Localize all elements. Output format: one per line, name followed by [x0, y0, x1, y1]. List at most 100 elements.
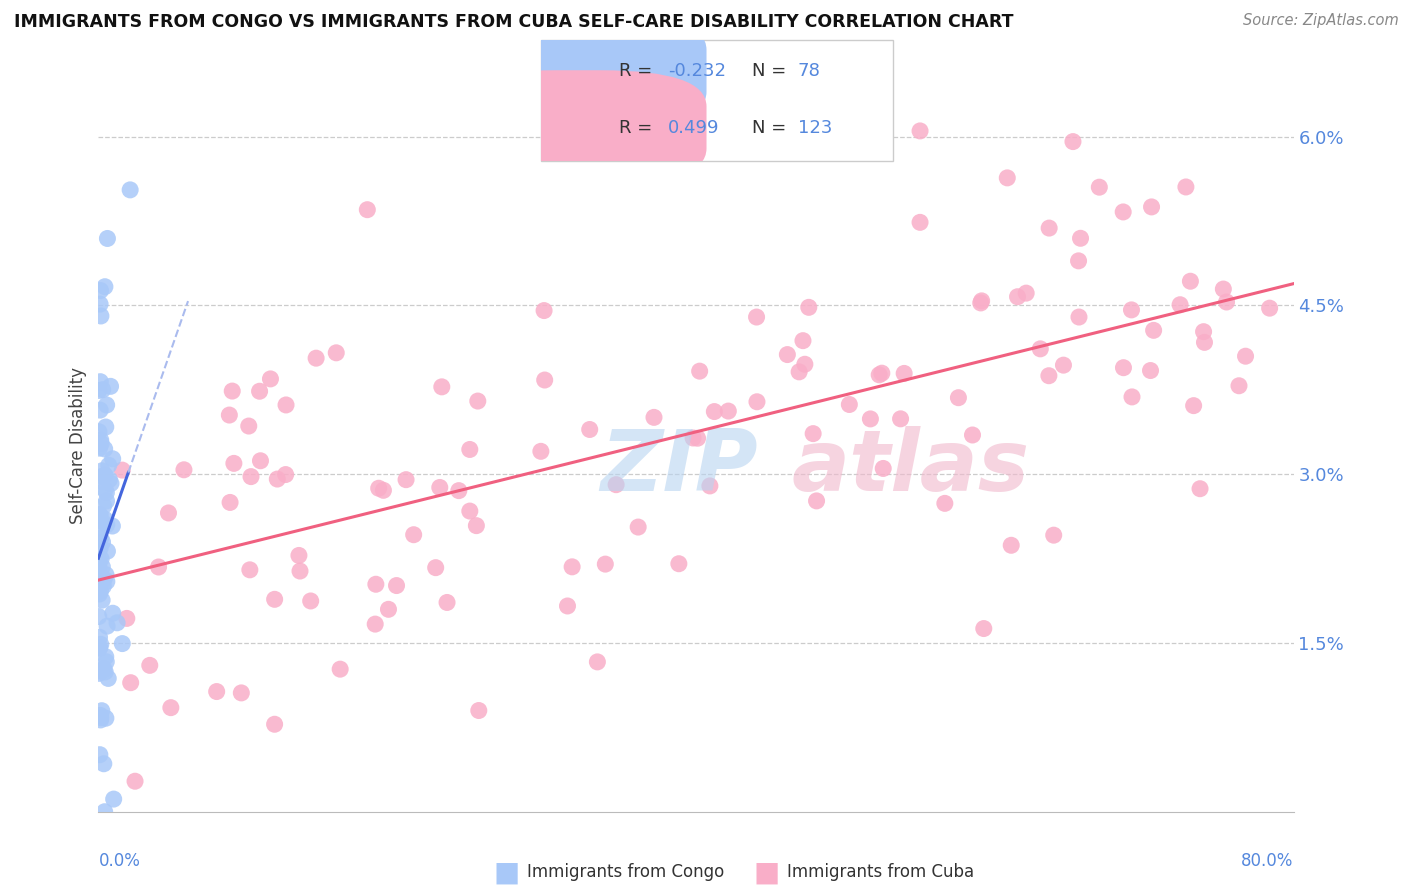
Point [93, 805, 115, 819]
Point [425, 560, 447, 574]
Point [838, 397, 860, 411]
Point [90, 704, 112, 718]
Point [792, 334, 814, 348]
Point [893, 367, 915, 381]
Point [89, 708, 111, 723]
Text: 78: 78 [799, 62, 821, 80]
Point [367, 481, 389, 495]
Point [870, 366, 893, 380]
Point [467, 394, 489, 409]
FancyBboxPatch shape [450, 70, 707, 185]
Point [385, 578, 408, 592]
Point [87, 609, 110, 624]
Point [970, 296, 993, 310]
Point [717, 404, 740, 418]
Point [745, 310, 768, 324]
Point [91, 383, 114, 397]
Point [91, 469, 114, 483]
Point [89, 474, 111, 488]
Point [668, 557, 690, 571]
Point [274, 467, 297, 482]
Point [90, 309, 112, 323]
Point [259, 372, 281, 386]
Point [1180, 274, 1202, 288]
Point [465, 518, 488, 533]
Point [1015, 286, 1038, 301]
Text: 123: 123 [799, 119, 832, 137]
Point [94, 649, 117, 664]
Point [995, 170, 1018, 185]
Point [468, 704, 491, 718]
Point [586, 655, 609, 669]
Point [1174, 180, 1197, 194]
Text: N =: N = [752, 119, 792, 137]
Text: ZIP: ZIP [600, 426, 758, 509]
Y-axis label: Self-Care Disability: Self-Care Disability [69, 368, 87, 524]
Point [87, 425, 110, 439]
Point [436, 595, 458, 609]
Point [776, 348, 799, 362]
Point [1140, 200, 1163, 214]
Point [1139, 363, 1161, 377]
Point [395, 473, 418, 487]
Point [890, 412, 912, 426]
Point [87, 666, 110, 681]
Point [94, 512, 117, 526]
Point [557, 599, 579, 613]
Point [686, 431, 709, 445]
Text: ■: ■ [494, 858, 519, 887]
Point [96, 619, 118, 633]
Point [458, 442, 481, 457]
Point [91, 559, 114, 574]
Point [627, 520, 650, 534]
Point [93, 756, 115, 771]
Point [1121, 302, 1143, 317]
Point [643, 410, 665, 425]
Point [745, 394, 768, 409]
Point [429, 480, 451, 494]
Text: ■: ■ [754, 858, 779, 887]
Point [682, 431, 704, 445]
Point [1112, 360, 1135, 375]
Point [872, 461, 894, 475]
Point [90, 433, 112, 447]
Point [1215, 295, 1237, 310]
Point [96, 655, 118, 669]
Point [249, 454, 271, 468]
Point [93, 499, 115, 513]
Point [89, 587, 111, 601]
Point [89, 297, 111, 311]
Point [533, 303, 555, 318]
Point [120, 183, 142, 197]
Point [1052, 358, 1074, 372]
Text: IMMIGRANTS FROM CONGO VS IMMIGRANTS FROM CUBA SELF-CARE DISABILITY CORRELATION C: IMMIGRANTS FROM CONGO VS IMMIGRANTS FROM… [14, 13, 1014, 31]
Point [1007, 290, 1029, 304]
Point [96, 485, 118, 500]
Point [160, 700, 183, 714]
Point [94, 665, 117, 679]
Point [1234, 349, 1257, 363]
Point [101, 606, 124, 620]
Point [1258, 301, 1281, 315]
Point [908, 215, 931, 229]
Point [101, 519, 124, 533]
Point [221, 384, 243, 398]
Point [948, 391, 970, 405]
Point [305, 351, 328, 366]
Point [288, 564, 311, 578]
Point [97, 672, 120, 686]
Point [90, 531, 112, 545]
Point [1038, 368, 1060, 383]
Point [219, 495, 242, 509]
Point [96, 517, 118, 532]
Point [89, 508, 111, 522]
Point [90, 711, 112, 725]
Point [801, 426, 824, 441]
Point [595, 557, 617, 571]
Point [356, 202, 378, 217]
Point [91, 579, 114, 593]
Point [157, 506, 180, 520]
Point [263, 592, 285, 607]
Point [699, 479, 721, 493]
Point [1121, 390, 1143, 404]
